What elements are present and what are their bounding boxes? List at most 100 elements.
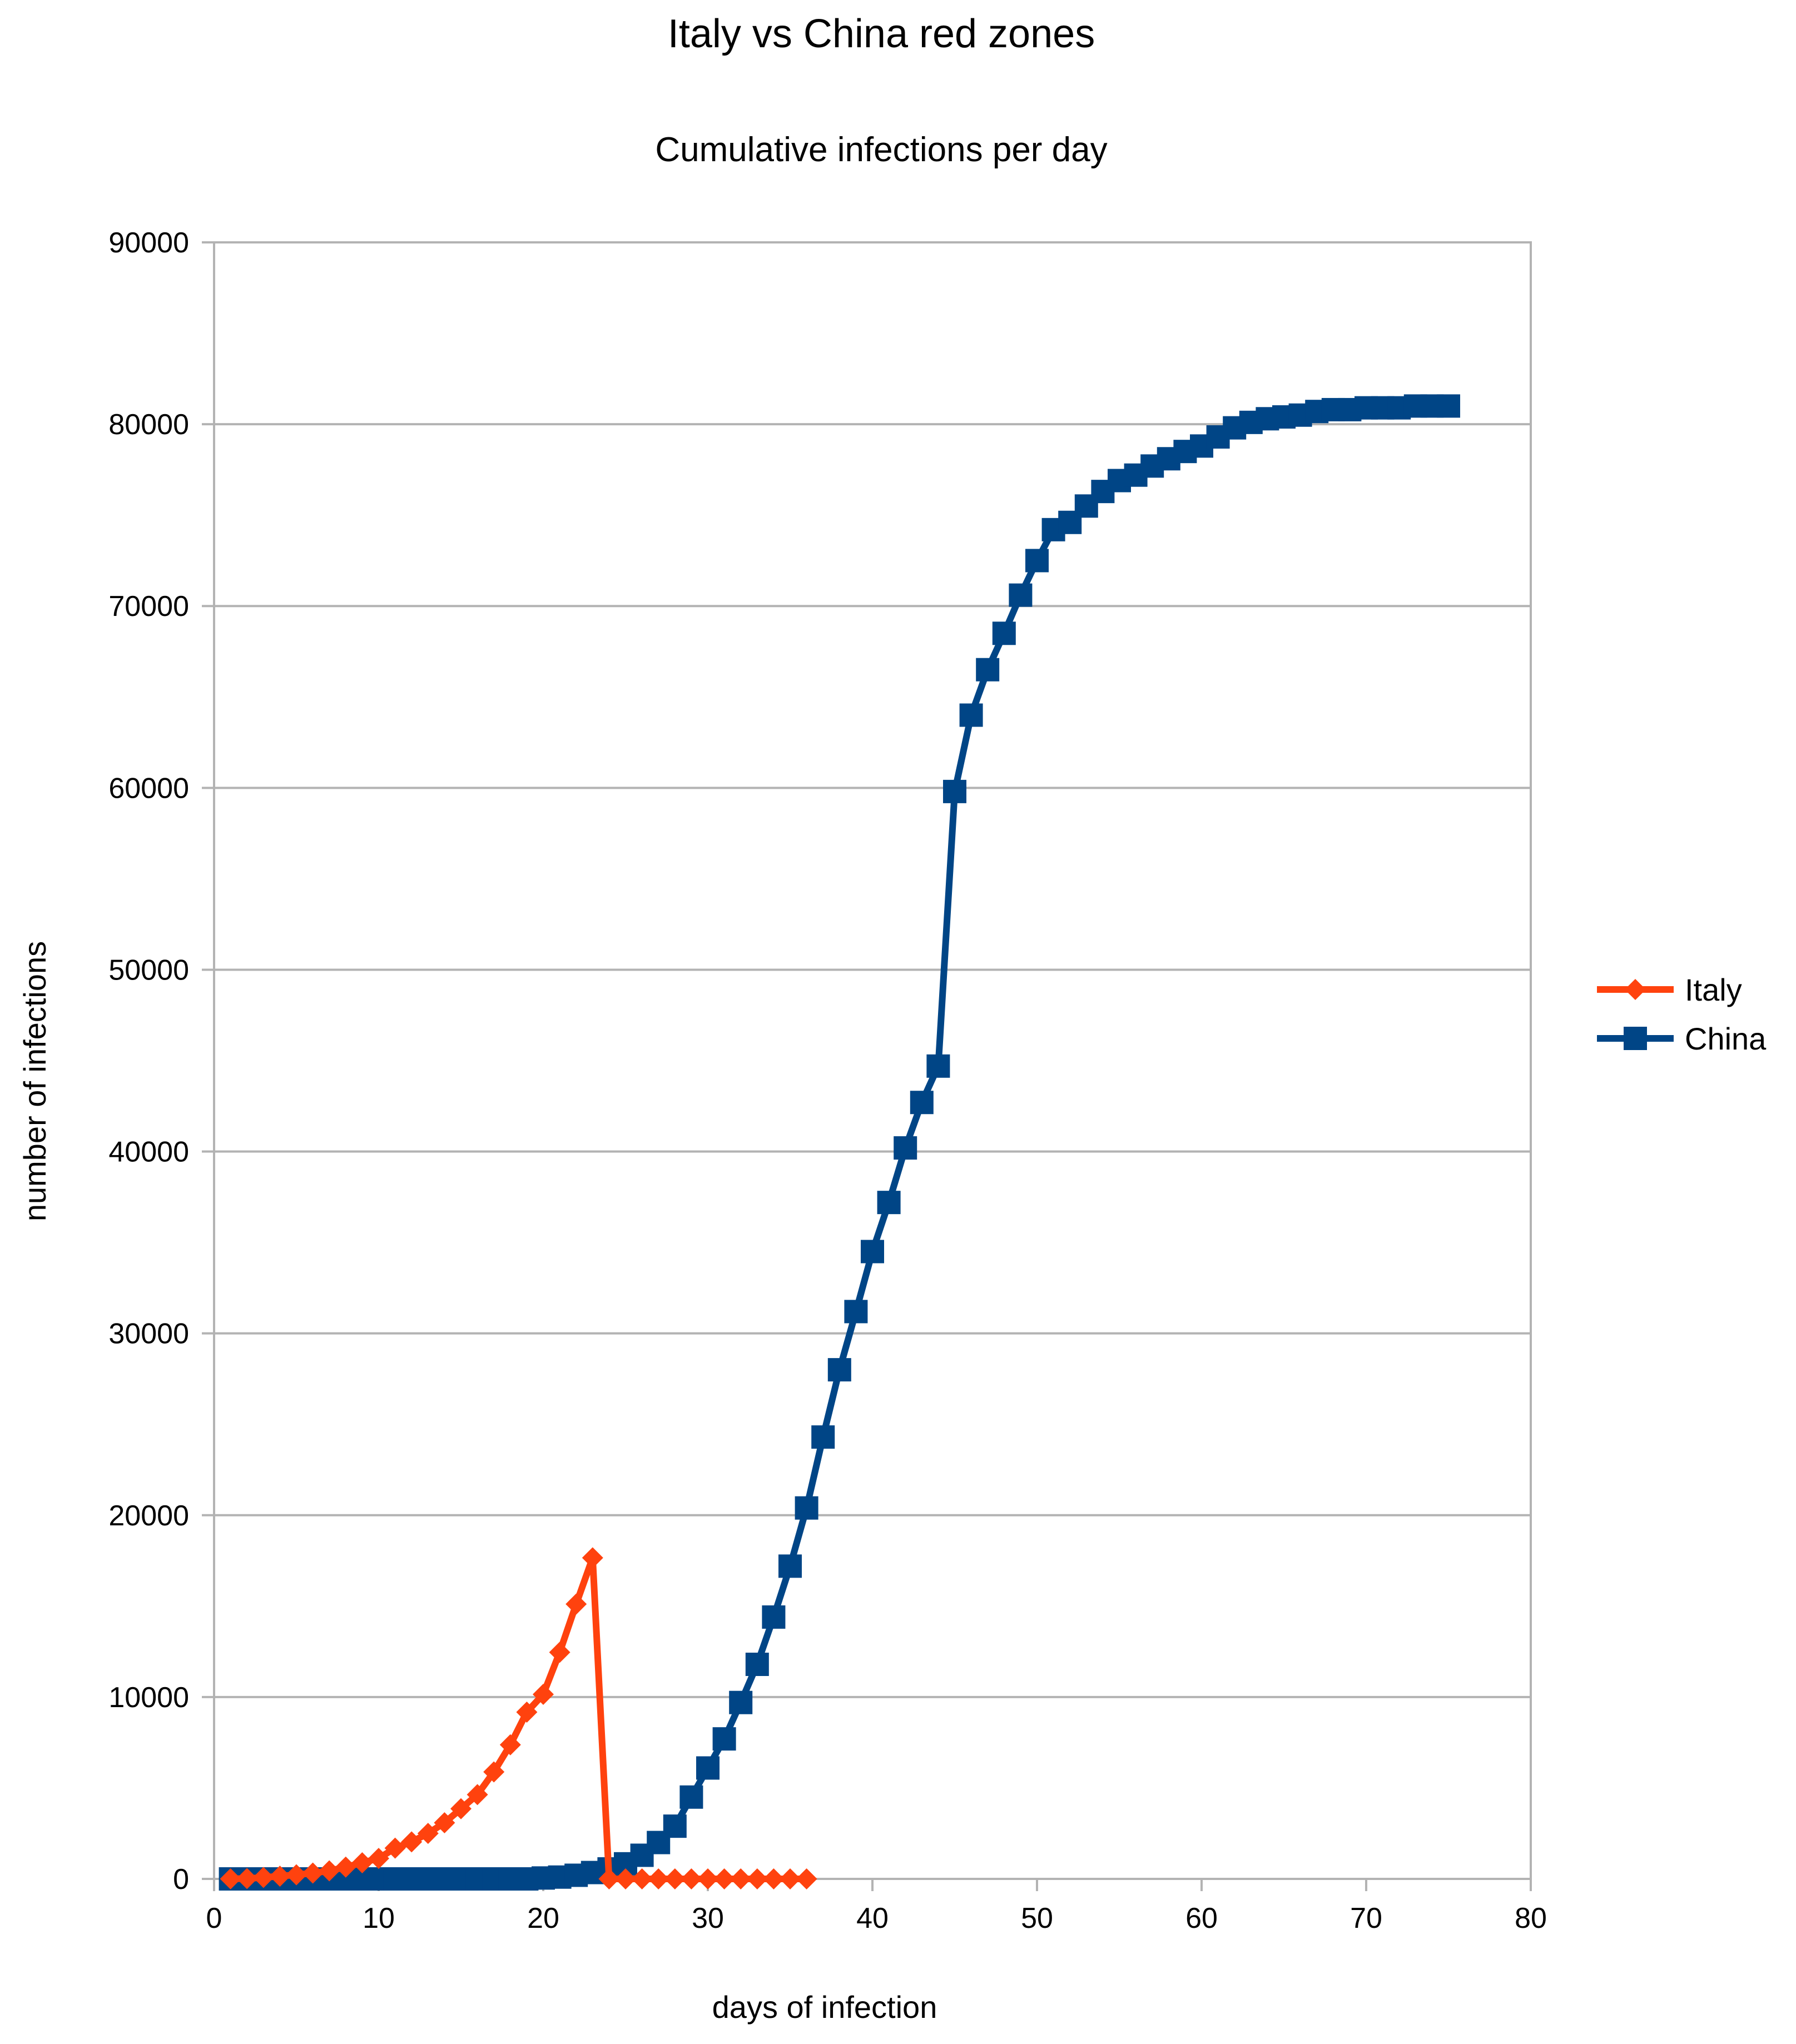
data-point-italy — [533, 1684, 554, 1705]
x-tick-label: 70 — [1350, 1902, 1382, 1934]
x-tick-label: 50 — [1021, 1902, 1053, 1934]
y-tick-label: 20000 — [108, 1500, 189, 1532]
legend-label-italy: Italy — [1685, 972, 1742, 1007]
legend-label-china: China — [1685, 1021, 1767, 1056]
data-point-china — [827, 1358, 851, 1382]
data-point-italy — [713, 1868, 735, 1889]
legend-marker-italy — [1625, 979, 1646, 1000]
y-tick-label: 90000 — [108, 227, 189, 259]
data-point-china — [877, 1191, 901, 1215]
grid-lines — [214, 241, 1531, 1880]
data-point-italy — [450, 1798, 472, 1819]
data-point-china — [745, 1653, 769, 1677]
data-point-china — [976, 658, 1000, 682]
legend-item-china: China — [1597, 1021, 1767, 1056]
x-tick-label: 10 — [363, 1902, 395, 1934]
data-point-italy — [434, 1812, 455, 1833]
data-point-italy — [302, 1862, 324, 1884]
data-point-italy — [631, 1868, 653, 1889]
x-axis-ticks: 0 10 20 30 40 50 60 70 80 — [206, 1879, 1547, 1934]
data-point-china — [729, 1690, 753, 1714]
y-tick-label: 80000 — [108, 409, 189, 441]
legend-item-italy: Italy — [1597, 972, 1742, 1007]
data-point-italy — [664, 1868, 686, 1889]
data-point-italy — [483, 1761, 505, 1783]
data-point-italy — [598, 1868, 620, 1889]
chart-title: Italy vs China red zones — [668, 12, 1095, 56]
data-point-china — [1025, 549, 1049, 573]
data-point-china — [910, 1091, 934, 1115]
data-point-italy — [780, 1868, 801, 1889]
data-point-italy — [384, 1837, 406, 1859]
x-tick-label: 0 — [206, 1902, 222, 1934]
data-point-italy — [763, 1868, 785, 1889]
x-axis-label: days of infection — [712, 1990, 937, 2025]
data-point-italy — [582, 1547, 603, 1569]
data-point-china — [959, 703, 983, 727]
data-point-china — [679, 1785, 703, 1809]
y-tick-label: 40000 — [108, 1136, 189, 1168]
y-axis-label: number of infections — [17, 941, 52, 1221]
series-china — [219, 394, 1460, 1891]
data-point-china — [894, 1136, 917, 1160]
data-point-italy — [467, 1784, 488, 1806]
data-point-italy — [615, 1868, 636, 1889]
y-tick-label: 70000 — [108, 590, 189, 623]
data-point-italy — [286, 1864, 307, 1886]
data-point-china — [861, 1240, 884, 1264]
data-point-italy — [319, 1860, 340, 1882]
data-point-italy — [681, 1868, 702, 1889]
series-layer — [219, 394, 1460, 1891]
data-point-china — [1437, 394, 1460, 418]
data-point-china — [712, 1727, 736, 1751]
data-point-china — [943, 779, 966, 803]
y-tick-label: 10000 — [108, 1682, 189, 1714]
data-point-china — [663, 1814, 687, 1838]
y-axis-ticks: 0 10000 20000 30000 40000 50000 60000 70000 8000… — [108, 227, 214, 1896]
data-point-italy — [252, 1867, 274, 1888]
series-line-italy — [230, 1554, 807, 1882]
data-point-italy — [335, 1856, 356, 1878]
data-point-italy — [516, 1701, 538, 1723]
series-italy — [220, 1547, 817, 1889]
x-tick-label: 20 — [527, 1902, 559, 1934]
data-point-china — [992, 621, 1016, 645]
x-tick-label: 80 — [1515, 1902, 1547, 1934]
series-line-china — [230, 402, 1448, 1882]
data-point-china — [778, 1554, 802, 1578]
data-point-china — [696, 1756, 720, 1780]
x-tick-label: 40 — [856, 1902, 889, 1934]
data-point-italy — [796, 1868, 817, 1889]
data-point-italy — [730, 1868, 752, 1889]
data-point-china — [926, 1054, 950, 1078]
y-tick-label: 30000 — [108, 1318, 189, 1350]
data-point-italy — [648, 1868, 669, 1889]
data-point-italy — [236, 1868, 258, 1889]
data-point-italy — [549, 1642, 570, 1663]
data-point-italy — [351, 1852, 373, 1873]
y-tick-label: 60000 — [108, 772, 189, 804]
legend-marker-china — [1624, 1027, 1647, 1050]
chart-subtitle: Cumulative infections per day — [655, 131, 1107, 169]
data-point-italy — [746, 1868, 768, 1889]
x-tick-label: 60 — [1185, 1902, 1218, 1934]
data-point-italy — [697, 1868, 718, 1889]
data-point-italy — [220, 1868, 241, 1889]
data-point-italy — [565, 1593, 587, 1615]
data-point-italy — [417, 1823, 439, 1844]
data-point-italy — [401, 1831, 423, 1853]
data-point-italy — [499, 1734, 521, 1755]
legend: Italy China — [1597, 972, 1767, 1056]
data-point-china — [795, 1496, 818, 1520]
data-point-china — [844, 1300, 868, 1324]
plot-area-frame — [213, 241, 1532, 1880]
y-tick-label: 0 — [173, 1863, 189, 1896]
x-tick-label: 30 — [692, 1902, 724, 1934]
data-point-china — [1009, 583, 1033, 607]
y-tick-label: 50000 — [108, 954, 189, 986]
data-point-italy — [368, 1848, 389, 1869]
data-point-china — [811, 1425, 835, 1449]
data-point-china — [762, 1605, 786, 1629]
data-point-italy — [269, 1866, 291, 1887]
